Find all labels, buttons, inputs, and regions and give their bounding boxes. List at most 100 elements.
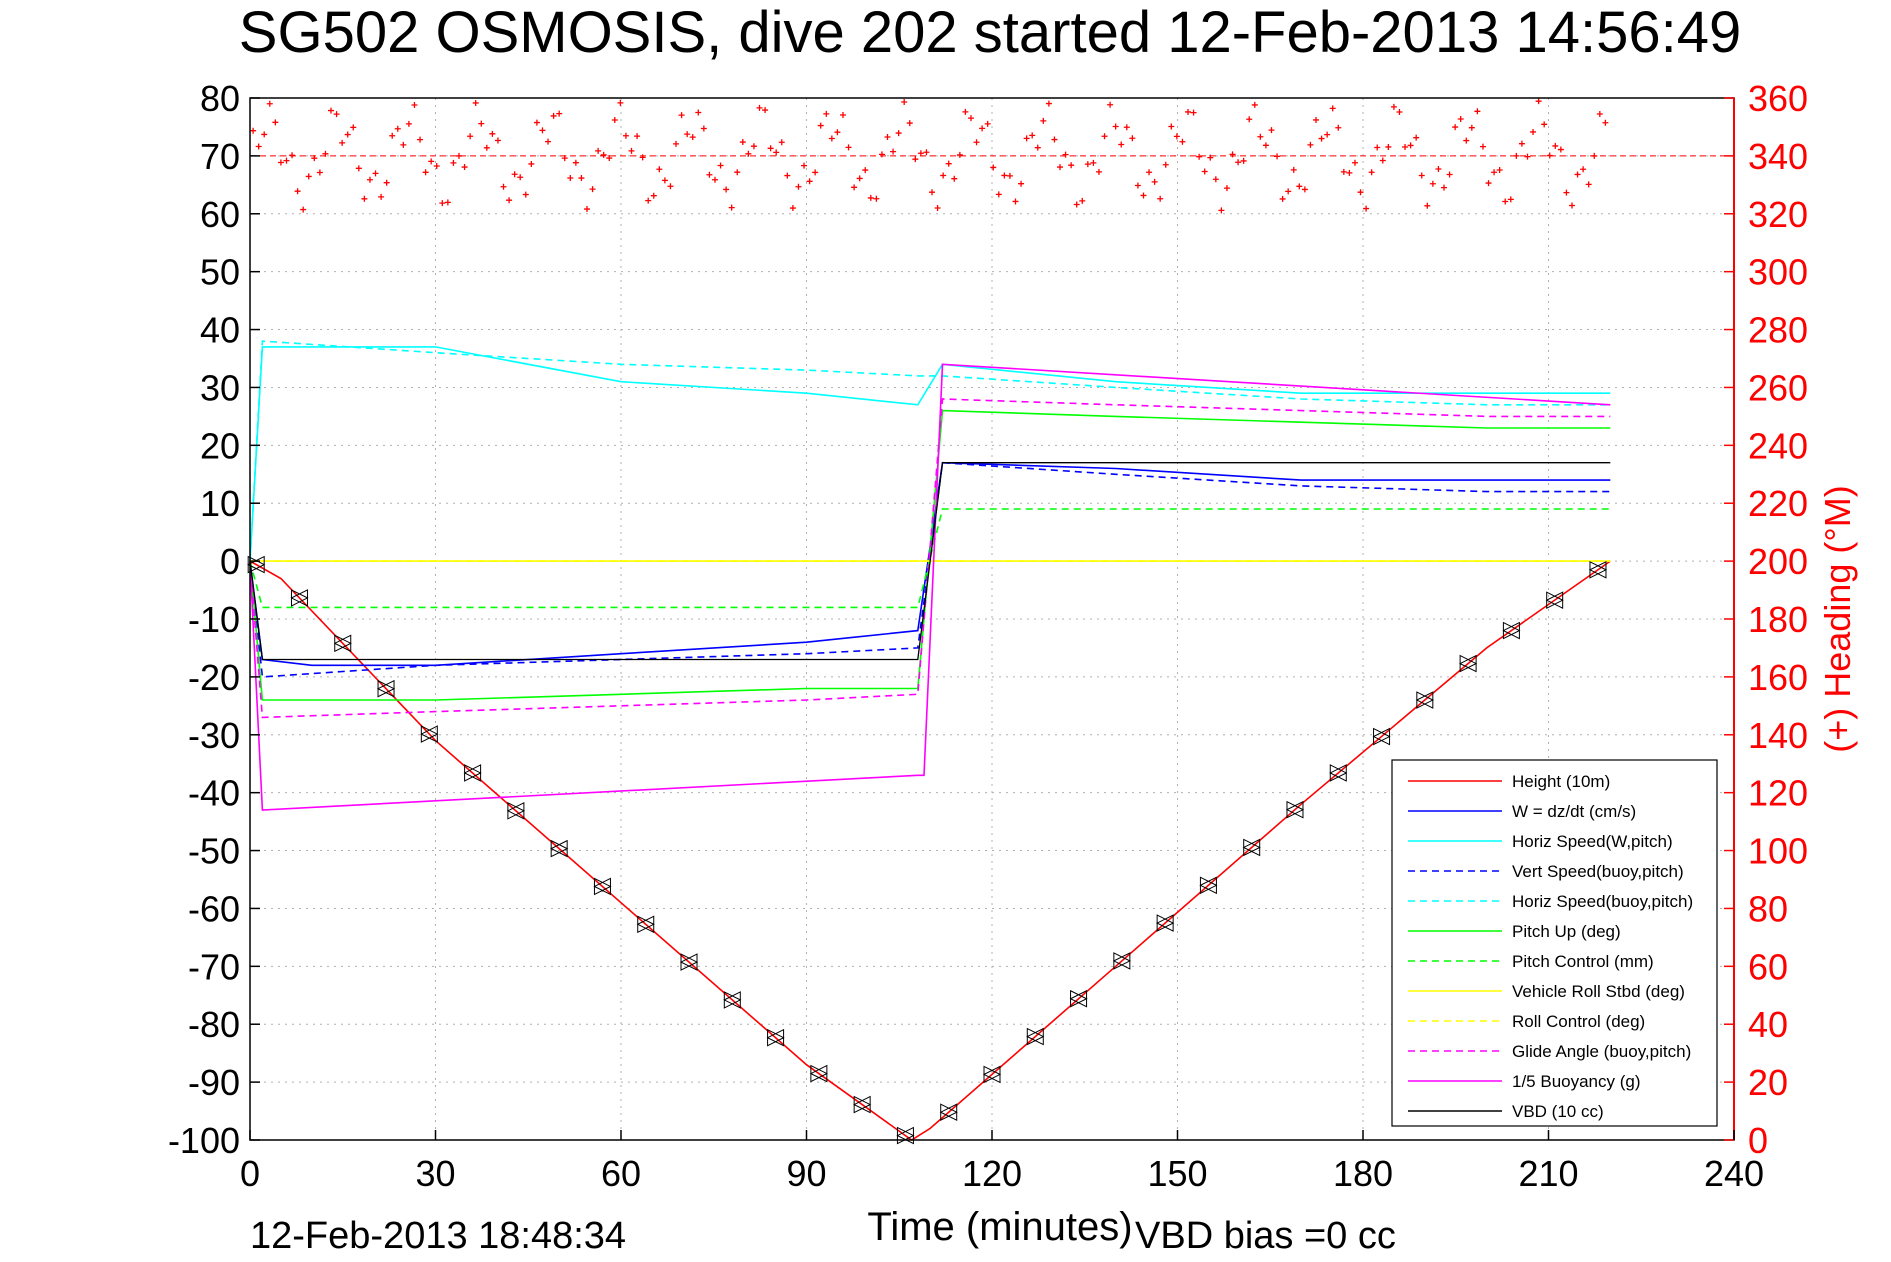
- heading-point: [444, 199, 451, 206]
- heading-point: [400, 141, 407, 148]
- heading-point: [767, 145, 774, 152]
- heading-point: [979, 125, 986, 132]
- sample-marker: [1502, 621, 1521, 640]
- heading-point: [706, 171, 713, 178]
- sample-marker: [1199, 876, 1218, 895]
- heading-point: [494, 137, 501, 144]
- heading-point: [684, 131, 691, 138]
- heading-point: [1474, 108, 1481, 115]
- heading-point: [1051, 136, 1058, 143]
- heading-point: [1034, 144, 1041, 151]
- heading-point: [1429, 180, 1436, 187]
- x-tick-label: 240: [1704, 1153, 1764, 1194]
- heading-point: [1596, 111, 1603, 118]
- heading-point: [283, 157, 290, 164]
- y-right-tick-label: 260: [1748, 367, 1808, 408]
- heading-point: [300, 206, 307, 213]
- footer-vbd-bias: VBD bias =0 cc: [1135, 1215, 1396, 1257]
- heading-point: [1368, 169, 1375, 176]
- heading-point: [1340, 168, 1347, 175]
- heading-points: [250, 98, 1734, 214]
- y-axis-right-label: (+) Heading (°M): [1817, 485, 1858, 752]
- heading-point: [895, 130, 902, 137]
- x-tick-label: 120: [962, 1153, 1022, 1194]
- heading-point: [522, 191, 529, 198]
- series-line-3: [249, 461, 1611, 678]
- heading-point: [812, 169, 819, 176]
- y-tick-label: -20: [188, 657, 240, 698]
- sample-marker: [550, 839, 569, 858]
- heading-point: [634, 133, 641, 140]
- heading-point: [1057, 164, 1064, 171]
- heading-point: [1218, 207, 1225, 214]
- heading-point: [912, 156, 919, 163]
- heading-point: [1040, 117, 1047, 124]
- heading-point: [411, 102, 418, 109]
- legend-label-0: Height (10m): [1512, 772, 1610, 791]
- y-right-tick-label: 280: [1748, 310, 1808, 351]
- heading-point: [773, 149, 780, 156]
- heading-point: [545, 138, 552, 145]
- heading-point: [361, 195, 368, 202]
- heading-point: [261, 131, 268, 138]
- sample-marker: [1285, 800, 1305, 819]
- legend-label-5: Pitch Up (deg): [1512, 922, 1621, 941]
- heading-point: [700, 125, 707, 132]
- x-axis-label: Time (minutes): [867, 1205, 1132, 1249]
- heading-point: [417, 136, 424, 143]
- heading-point: [622, 132, 629, 139]
- legend-label-4: Horiz Speed(buoy,pitch): [1512, 892, 1693, 911]
- heading-point: [678, 112, 685, 119]
- heading-point: [934, 205, 941, 212]
- heading-point: [673, 140, 680, 147]
- heading-point: [1018, 180, 1025, 187]
- legend-label-9: Glide Angle (buoy,pitch): [1512, 1042, 1691, 1061]
- heading-point: [862, 167, 869, 174]
- heading-point: [839, 112, 846, 119]
- x-tick-label: 180: [1333, 1153, 1393, 1194]
- sample-marker: [593, 877, 612, 896]
- y-tick-label: 20: [200, 425, 240, 466]
- heading-point: [834, 129, 841, 136]
- series-line-10: [249, 363, 1611, 811]
- heading-point: [1441, 184, 1447, 191]
- heading-point: [873, 195, 880, 202]
- sample-marker: [766, 1028, 785, 1047]
- legend-box: [1391, 759, 1718, 1127]
- y-right-tick-label: 60: [1748, 946, 1788, 987]
- heading-point: [901, 98, 908, 105]
- heading-point: [1151, 178, 1158, 185]
- heading-point: [394, 125, 401, 132]
- sample-marker: [506, 801, 526, 820]
- heading-point: [1235, 159, 1242, 166]
- heading-point: [1485, 180, 1492, 187]
- heading-point: [422, 169, 429, 176]
- heading-point: [1223, 185, 1230, 192]
- heading-point: [1507, 196, 1514, 203]
- y-tick-label: 80: [200, 78, 240, 119]
- heading-point: [1162, 161, 1169, 168]
- heading-point: [1268, 127, 1275, 134]
- heading-point: [372, 170, 379, 177]
- heading-point: [1229, 151, 1236, 158]
- heading-point: [600, 151, 607, 158]
- heading-point: [984, 120, 991, 127]
- sample-marker: [1545, 591, 1564, 609]
- heading-point: [461, 164, 468, 171]
- heading-point: [250, 127, 257, 134]
- heading-point: [1173, 133, 1180, 140]
- heading-point: [1463, 137, 1470, 144]
- sample-marker: [809, 1064, 828, 1083]
- heading-point: [1502, 198, 1509, 205]
- heading-point: [1140, 192, 1147, 199]
- y-tick-label: 10: [200, 483, 240, 524]
- y-right-tick-label: 340: [1748, 136, 1808, 177]
- legend-label-8: Roll Control (deg): [1512, 1012, 1645, 1031]
- heading-point: [906, 120, 913, 127]
- heading-point: [1012, 198, 1019, 205]
- heading-point: [661, 177, 668, 184]
- y-right-tick-label: 220: [1748, 483, 1808, 524]
- heading-point: [450, 159, 457, 166]
- x-tick-label: 150: [1147, 1153, 1207, 1194]
- heading-point: [1379, 157, 1386, 164]
